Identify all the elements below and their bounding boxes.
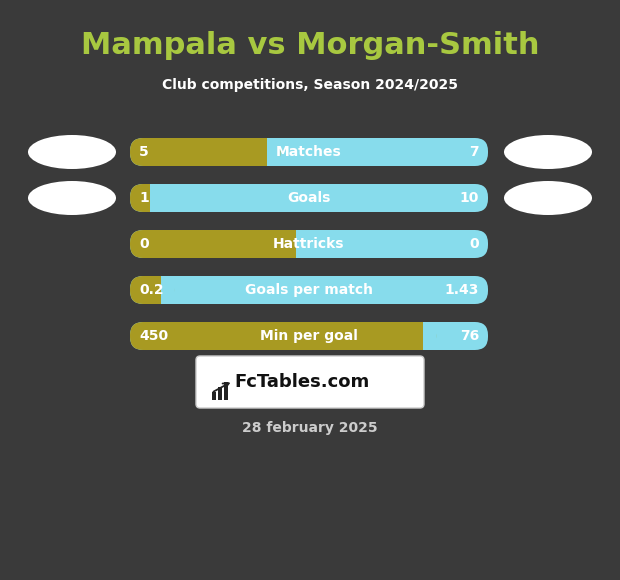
Text: 0.2: 0.2 [139,283,164,297]
FancyBboxPatch shape [130,322,436,350]
Ellipse shape [28,181,116,215]
Text: 5: 5 [139,145,149,159]
Text: Hattricks: Hattricks [273,237,345,251]
Text: 450: 450 [139,329,168,343]
Bar [224,382,228,400]
Ellipse shape [504,181,592,215]
FancyBboxPatch shape [130,138,280,166]
Bar [296,230,309,258]
FancyBboxPatch shape [130,276,174,304]
Text: 0: 0 [139,237,149,251]
Bar [149,184,162,212]
FancyBboxPatch shape [196,356,424,408]
Bar [423,322,436,350]
Text: Goals per match: Goals per match [245,283,373,297]
FancyBboxPatch shape [130,138,488,166]
FancyBboxPatch shape [130,230,309,258]
Bar [212,392,216,400]
Text: 10: 10 [459,191,479,205]
Text: FcTables.com: FcTables.com [234,373,370,391]
FancyBboxPatch shape [130,322,488,350]
Bar [267,138,280,166]
Text: Club competitions, Season 2024/2025: Club competitions, Season 2024/2025 [162,78,458,92]
Text: 76: 76 [460,329,479,343]
Ellipse shape [504,135,592,169]
Text: 0: 0 [469,237,479,251]
FancyBboxPatch shape [130,184,488,212]
Text: Goals: Goals [287,191,330,205]
FancyBboxPatch shape [130,276,488,304]
Text: 1: 1 [139,191,149,205]
Text: 7: 7 [469,145,479,159]
Text: 1.43: 1.43 [445,283,479,297]
Bar [161,276,174,304]
FancyBboxPatch shape [130,184,162,212]
Bar [218,387,222,400]
Text: Mampala vs Morgan-Smith: Mampala vs Morgan-Smith [81,31,539,60]
Text: Matches: Matches [276,145,342,159]
Text: Min per goal: Min per goal [260,329,358,343]
Ellipse shape [28,135,116,169]
FancyBboxPatch shape [130,230,488,258]
Text: 28 february 2025: 28 february 2025 [242,421,378,435]
